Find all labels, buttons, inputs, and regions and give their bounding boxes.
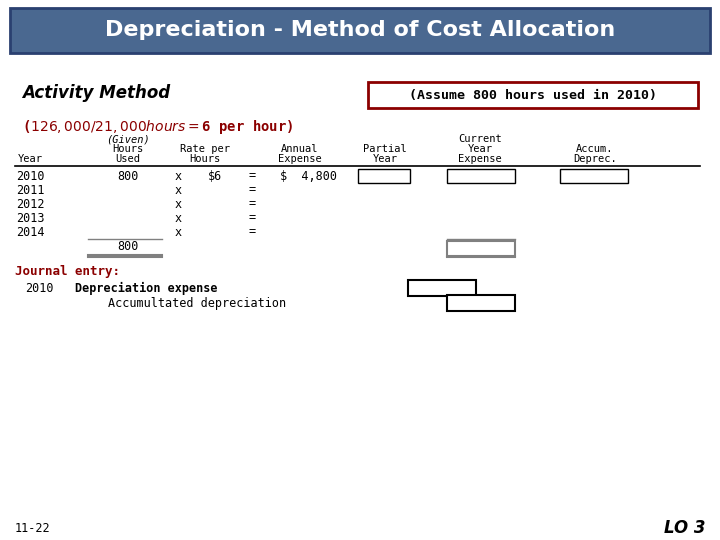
Text: Used: Used	[115, 154, 140, 164]
Text: Accumultated depreciation: Accumultated depreciation	[108, 296, 286, 309]
Text: =: =	[248, 226, 256, 239]
Text: x: x	[174, 184, 181, 197]
Text: Current: Current	[458, 134, 502, 144]
Text: =: =	[248, 170, 256, 183]
Text: Annual: Annual	[282, 144, 319, 154]
Text: 2014: 2014	[16, 226, 44, 239]
Text: Expense: Expense	[458, 154, 502, 164]
Text: Accum.: Accum.	[576, 144, 613, 154]
Text: 800: 800	[117, 170, 139, 183]
Text: 2011: 2011	[16, 184, 44, 197]
Text: Journal entry:: Journal entry:	[15, 266, 120, 279]
Text: Rate per: Rate per	[180, 144, 230, 154]
Text: 2013: 2013	[16, 212, 44, 225]
Text: ($126,000 / 21,000 hours = $6 per hour): ($126,000 / 21,000 hours = $6 per hour)	[22, 118, 293, 136]
Bar	[368, 82, 698, 108]
Text: 800: 800	[117, 240, 139, 253]
Text: =: =	[248, 198, 256, 211]
Bar	[447, 295, 515, 311]
Bar	[408, 280, 476, 296]
Text: x: x	[174, 212, 181, 225]
Bar	[560, 169, 628, 183]
Text: 2012: 2012	[16, 198, 44, 211]
Text: Hours: Hours	[189, 154, 220, 164]
Text: x: x	[174, 170, 181, 183]
Text: Activity Method: Activity Method	[22, 84, 170, 102]
Text: Year: Year	[467, 144, 492, 154]
Text: LO 3: LO 3	[664, 519, 705, 537]
Text: Expense: Expense	[278, 154, 322, 164]
Text: x: x	[174, 198, 181, 211]
Text: Year: Year	[17, 154, 42, 164]
Text: Deprec.: Deprec.	[573, 154, 617, 164]
Text: Depreciation expense: Depreciation expense	[75, 281, 217, 294]
Text: x: x	[174, 226, 181, 239]
Bar	[358, 169, 410, 183]
Text: 11-22: 11-22	[15, 522, 50, 535]
Text: =: =	[248, 212, 256, 225]
Text: =: =	[248, 184, 256, 197]
Text: Hours: Hours	[112, 144, 143, 154]
Text: 2010: 2010	[16, 170, 44, 183]
Bar	[447, 241, 515, 256]
Text: $6: $6	[208, 170, 222, 183]
Text: $  4,800: $ 4,800	[279, 170, 336, 183]
Text: Depreciation - Method of Cost Allocation: Depreciation - Method of Cost Allocation	[105, 20, 615, 40]
Text: 2010: 2010	[25, 281, 53, 294]
Text: (Assume 800 hours used in 2010): (Assume 800 hours used in 2010)	[409, 89, 657, 102]
Bar	[10, 8, 710, 53]
Text: Year: Year	[372, 154, 397, 164]
Bar	[447, 169, 515, 183]
Text: Partial: Partial	[363, 144, 407, 154]
Text: (Given): (Given)	[106, 134, 150, 144]
